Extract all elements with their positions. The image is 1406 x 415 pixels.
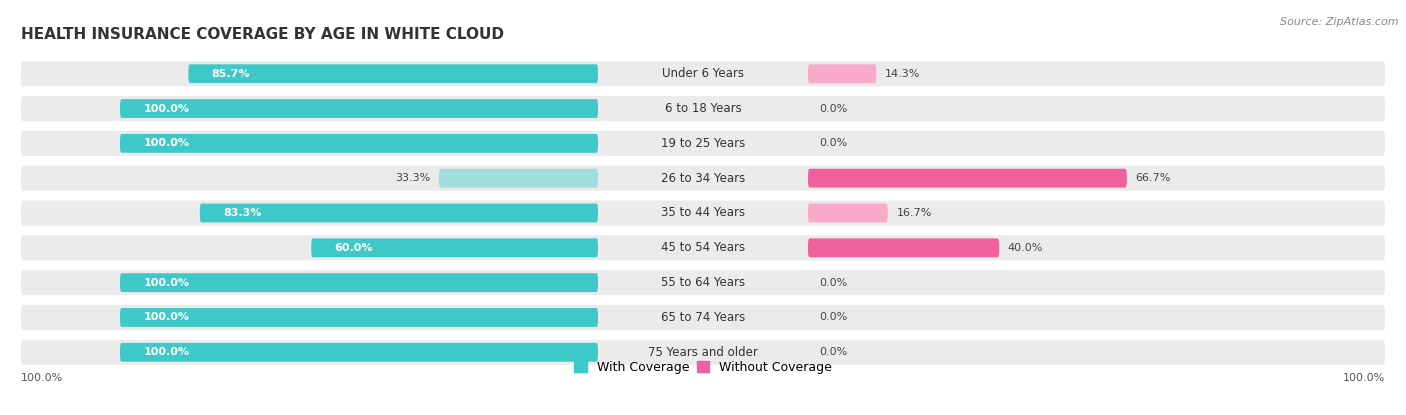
FancyBboxPatch shape [200,204,598,222]
FancyBboxPatch shape [808,64,876,83]
Text: 100.0%: 100.0% [143,347,190,357]
FancyBboxPatch shape [21,305,1385,330]
Text: 0.0%: 0.0% [820,347,848,357]
Text: 100.0%: 100.0% [143,138,190,148]
Text: 100.0%: 100.0% [143,278,190,288]
Text: 0.0%: 0.0% [820,138,848,148]
FancyBboxPatch shape [21,270,1385,295]
Text: 40.0%: 40.0% [1008,243,1043,253]
FancyBboxPatch shape [21,131,1385,156]
Text: 75 Years and older: 75 Years and older [648,346,758,359]
FancyBboxPatch shape [21,235,1385,260]
Text: 55 to 64 Years: 55 to 64 Years [661,276,745,289]
FancyBboxPatch shape [120,308,598,327]
Text: HEALTH INSURANCE COVERAGE BY AGE IN WHITE CLOUD: HEALTH INSURANCE COVERAGE BY AGE IN WHIT… [21,27,503,42]
Text: 33.3%: 33.3% [395,173,430,183]
FancyBboxPatch shape [120,273,598,292]
Text: 100.0%: 100.0% [143,312,190,322]
Text: 45 to 54 Years: 45 to 54 Years [661,241,745,254]
FancyBboxPatch shape [120,134,598,153]
FancyBboxPatch shape [439,169,598,188]
Text: 0.0%: 0.0% [820,103,848,114]
Text: 100.0%: 100.0% [1343,374,1385,383]
Text: 6 to 18 Years: 6 to 18 Years [665,102,741,115]
FancyBboxPatch shape [311,239,598,257]
Text: 85.7%: 85.7% [212,69,250,79]
Text: 19 to 25 Years: 19 to 25 Years [661,137,745,150]
FancyBboxPatch shape [808,239,1000,257]
FancyBboxPatch shape [21,200,1385,225]
FancyBboxPatch shape [188,64,598,83]
FancyBboxPatch shape [21,61,1385,86]
Text: 60.0%: 60.0% [335,243,373,253]
FancyBboxPatch shape [21,166,1385,191]
Text: 0.0%: 0.0% [820,278,848,288]
Text: 26 to 34 Years: 26 to 34 Years [661,172,745,185]
Text: Under 6 Years: Under 6 Years [662,67,744,80]
FancyBboxPatch shape [120,99,598,118]
Text: 100.0%: 100.0% [143,103,190,114]
Text: 100.0%: 100.0% [21,374,63,383]
Text: 66.7%: 66.7% [1136,173,1171,183]
Text: 14.3%: 14.3% [884,69,921,79]
Text: 65 to 74 Years: 65 to 74 Years [661,311,745,324]
FancyBboxPatch shape [808,204,887,222]
Legend: With Coverage, Without Coverage: With Coverage, Without Coverage [569,356,837,379]
Text: 0.0%: 0.0% [820,312,848,322]
Text: 83.3%: 83.3% [224,208,262,218]
FancyBboxPatch shape [21,340,1385,365]
Text: 35 to 44 Years: 35 to 44 Years [661,207,745,220]
FancyBboxPatch shape [808,169,1126,188]
Text: 16.7%: 16.7% [897,208,932,218]
FancyBboxPatch shape [120,343,598,362]
FancyBboxPatch shape [21,96,1385,121]
Text: Source: ZipAtlas.com: Source: ZipAtlas.com [1281,17,1399,27]
